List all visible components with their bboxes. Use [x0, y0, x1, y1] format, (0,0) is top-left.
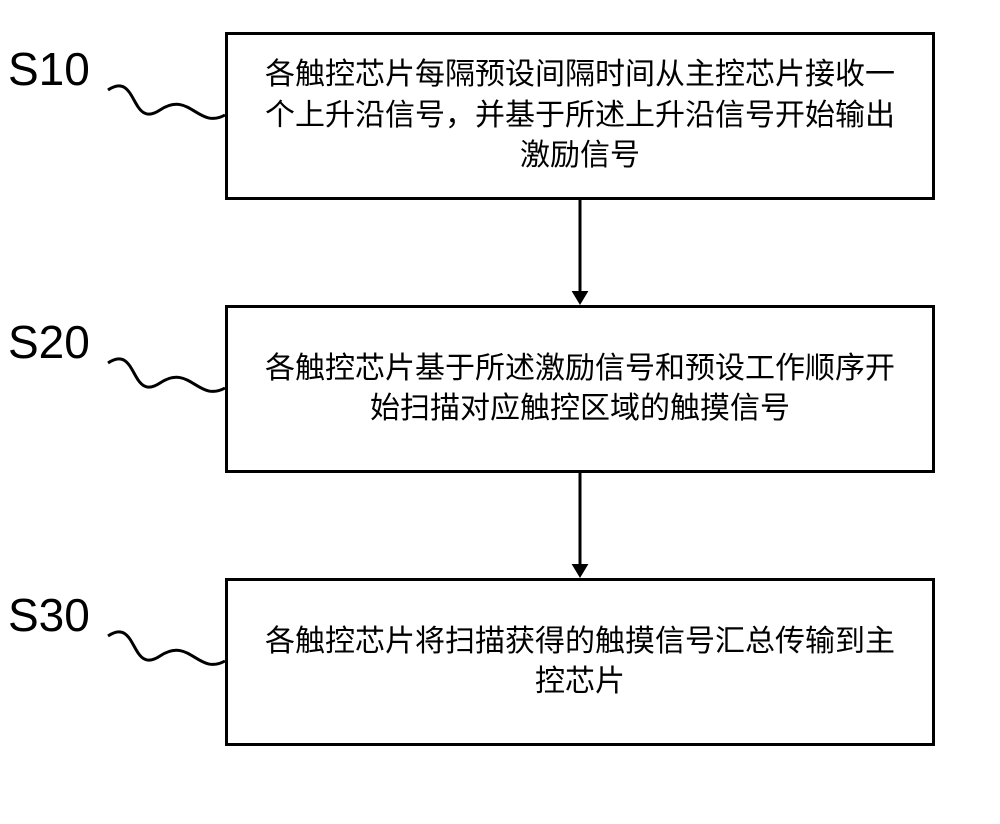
step-label-s10: S10: [8, 42, 90, 96]
step-text: 各触控芯片将扫描获得的触摸信号汇总传输到主控芯片: [256, 622, 904, 703]
step-text: 各触控芯片每隔预设间隔时间从主控芯片接收一个上升沿信号，并基于所述上升沿信号开始…: [256, 55, 904, 177]
step-box-s10: 各触控芯片每隔预设间隔时间从主控芯片接收一个上升沿信号，并基于所述上升沿信号开始…: [225, 32, 935, 200]
step-label-s30: S30: [8, 588, 90, 642]
step-box-s30: 各触控芯片将扫描获得的触摸信号汇总传输到主控芯片: [225, 578, 935, 746]
step-label-s20: S20: [8, 315, 90, 369]
flowchart-canvas: S10 S20 S30 各触控芯片每隔预设间隔时间从主控芯片接收一个上升沿信号，…: [0, 0, 1000, 824]
step-box-s20: 各触控芯片基于所述激励信号和预设工作顺序开始扫描对应触控区域的触摸信号: [225, 305, 935, 473]
step-text: 各触控芯片基于所述激励信号和预设工作顺序开始扫描对应触控区域的触摸信号: [256, 349, 904, 430]
